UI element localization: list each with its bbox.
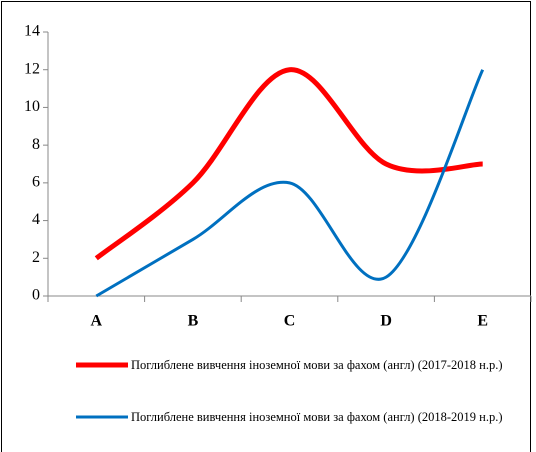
y-tick-label: 14 xyxy=(24,23,40,40)
y-tick-label: 2 xyxy=(32,249,40,266)
y-tick-label: 8 xyxy=(32,136,40,153)
legend-label: Поглиблене вивчення іноземної мови за фа… xyxy=(131,358,503,372)
y-tick-label: 10 xyxy=(24,98,40,115)
x-tick-label: E xyxy=(477,313,488,330)
y-tick-label: 6 xyxy=(32,174,40,191)
legend-label: Поглиблене вивчення іноземної мови за фа… xyxy=(131,410,503,424)
y-tick-label: 0 xyxy=(32,287,40,304)
x-tick-label: B xyxy=(188,313,199,330)
x-tick-label: C xyxy=(284,313,296,330)
y-tick-label: 12 xyxy=(24,60,40,77)
line-series xyxy=(95,69,485,298)
x-tick-label: A xyxy=(91,313,103,330)
line-series xyxy=(94,67,483,261)
x-tick-label: D xyxy=(380,313,392,330)
y-tick-label: 4 xyxy=(32,211,40,228)
